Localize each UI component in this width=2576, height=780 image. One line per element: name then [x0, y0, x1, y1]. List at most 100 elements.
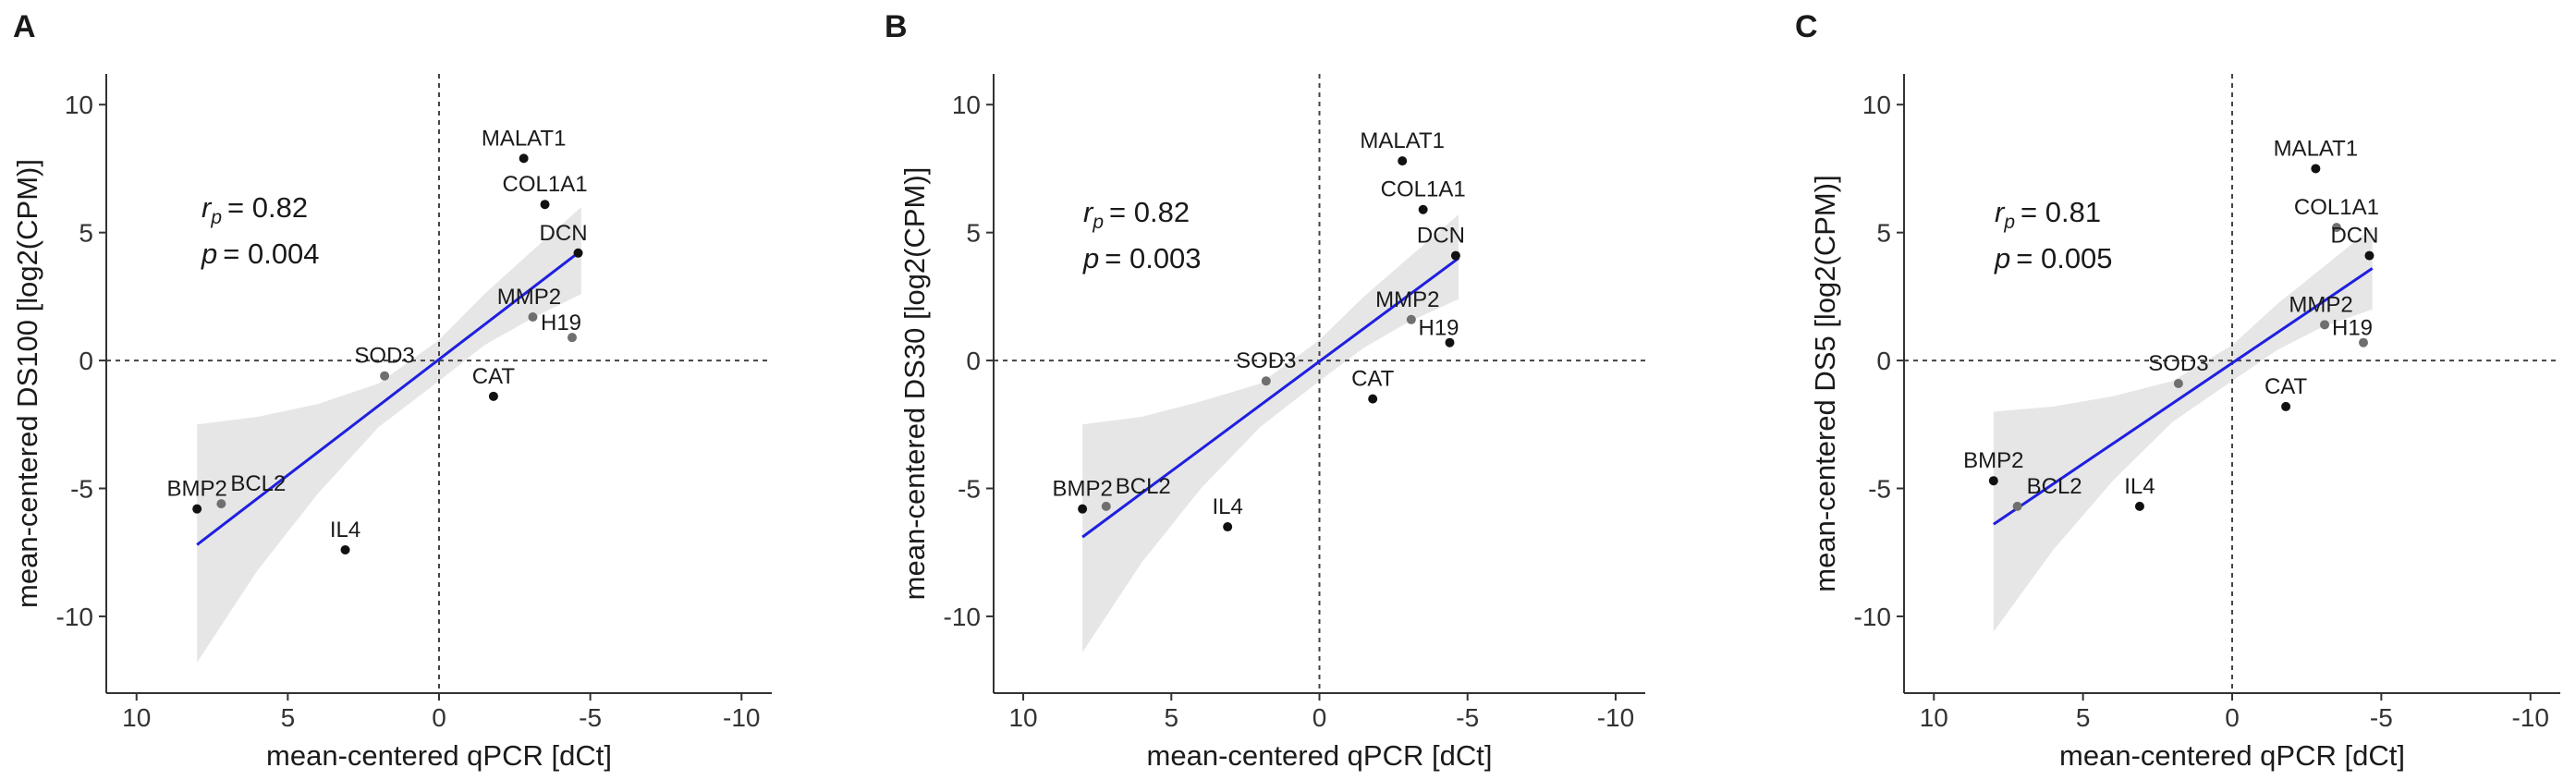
data-point-dcn [2364, 250, 2375, 261]
x-tick-label: -5 [579, 703, 602, 732]
x-tick-label: -5 [2370, 703, 2393, 732]
data-point-h19 [1445, 337, 1455, 347]
correlation-stats-c: rp = 0.81 p = 0.005 [1994, 196, 2113, 274]
y-tick-label: 10 [1862, 91, 1891, 119]
y-ticks-c: 10 5 0 -5 -10 [1854, 91, 1904, 631]
point-label-bcl2: BCL2 [2027, 474, 2082, 499]
y-axis-label-b: mean-centered DS30 [log2(CPM)] [898, 167, 931, 601]
data-point-sod3 [2173, 379, 2183, 388]
data-point-sod3 [380, 371, 390, 381]
data-point-il4 [1223, 522, 1233, 532]
p-symbol-a: p [201, 238, 217, 270]
point-label-dcn: DCN [540, 221, 588, 246]
panel-b: B 10 5 0 -5 -10 10 5 0 -5 -10 MALAT1 COL1A1 DCN MMP… [885, 9, 1645, 772]
point-label-cat: CAT [2265, 374, 2308, 399]
data-point-il4 [340, 544, 350, 555]
x-axis-label-a: mean-centered qPCR [dCt] [266, 739, 612, 772]
data-point-bcl2 [2012, 501, 2022, 511]
confidence-band-c [1993, 227, 2373, 632]
r-subscript-c: p [2003, 212, 2015, 233]
y-tick-label: -5 [958, 475, 981, 504]
y-tick-label: 5 [79, 219, 93, 248]
p-symbol-b: p [1082, 242, 1099, 274]
point-label-sod3: SOD3 [1236, 348, 1296, 373]
panel-letter-c: C [1795, 9, 1818, 44]
p-value-b: = 0.003 [1105, 242, 1201, 274]
point-label-bcl2: BCL2 [1116, 474, 1171, 499]
y-ticks-b: 10 5 0 -5 -10 [944, 91, 994, 631]
y-tick-label: 5 [966, 219, 981, 248]
x-tick-label: 10 [1008, 703, 1037, 732]
x-axis-label-b: mean-centered qPCR [dCt] [1147, 739, 1493, 772]
y-tick-label: -5 [70, 475, 93, 504]
data-point-cat [1368, 394, 1378, 404]
panel-letter-b: B [885, 9, 908, 44]
r-stat-c: rp = 0.81 [1995, 196, 2101, 233]
point-label-h19: H19 [1418, 316, 1459, 341]
data-point-h19 [2359, 337, 2368, 347]
point-label-bmp2: BMP2 [1052, 477, 1112, 502]
x-tick-label: -10 [1597, 703, 1634, 732]
data-point-cat [2281, 401, 2291, 411]
x-ticks-a: 10 5 0 -5 -10 [122, 693, 761, 732]
correlation-stats-a: rp = 0.82 p = 0.004 [201, 191, 320, 270]
panel-a: A 10 5 0 -5 -10 10 5 0 -5 -10 MALAT1 COL1A1 DCN MMP… [11, 9, 772, 772]
y-tick-label: 0 [79, 347, 93, 375]
point-label-cat: CAT [472, 364, 516, 389]
confidence-band-a [197, 207, 581, 663]
x-tick-label: 5 [281, 703, 296, 732]
x-tick-label: 10 [122, 703, 151, 732]
p-stat-c: p = 0.005 [1994, 242, 2113, 274]
y-tick-label: 5 [1876, 219, 1891, 248]
x-tick-label: 5 [2076, 703, 2091, 732]
y-tick-label: -5 [1868, 475, 1891, 504]
correlation-stats-b: rp = 0.82 p = 0.003 [1082, 196, 1202, 274]
data-point-mmp2 [2320, 320, 2330, 330]
r-symbol-c: r [1995, 196, 2006, 228]
data-point-bcl2 [216, 499, 226, 509]
r-value-a: = 0.82 [227, 191, 308, 224]
x-tick-label: -10 [723, 703, 760, 732]
point-label-h19: H19 [541, 311, 581, 335]
y-tick-label: 10 [65, 91, 93, 119]
y-axis-label-a: mean-centered DS100 [log2(CPM)] [11, 159, 43, 608]
data-point-mmp2 [528, 312, 538, 323]
data-point-dcn [573, 248, 583, 258]
y-tick-label: 10 [952, 91, 981, 119]
regression-line-a [196, 249, 582, 546]
x-tick-label: -5 [1456, 703, 1479, 732]
y-ticks-a: 10 5 0 -5 -10 [56, 91, 106, 631]
r-stat-b: rp = 0.82 [1083, 196, 1190, 233]
point-label-sod3: SOD3 [2148, 351, 2208, 376]
r-value-c: = 0.81 [2021, 196, 2101, 228]
data-point-sod3 [1261, 376, 1271, 386]
point-label-dcn: DCN [1417, 224, 1465, 249]
regression-line-c [1992, 267, 2374, 526]
x-tick-label: 10 [1920, 703, 1948, 732]
point-label-malat1: MALAT1 [1360, 128, 1445, 153]
x-tick-label: 0 [432, 703, 446, 732]
r-symbol-a: r [201, 191, 213, 224]
point-label-malat1: MALAT1 [482, 126, 567, 151]
point-label-mmp2: MMP2 [497, 285, 561, 310]
data-point-il4 [2134, 501, 2144, 511]
data-point-col1a1 [2331, 223, 2341, 233]
r-symbol-b: r [1083, 196, 1094, 228]
point-label-cat: CAT [1351, 367, 1395, 392]
x-axis-label-c: mean-centered qPCR [dCt] [2059, 739, 2405, 772]
y-tick-label: -10 [944, 603, 981, 631]
points-b: MALAT1 COL1A1 DCN MMP2 H19 SOD3 CAT BMP2 BCL2 IL4 [1052, 128, 1466, 532]
data-point-dcn [1450, 250, 1460, 261]
data-point-mmp2 [1406, 314, 1416, 324]
y-tick-label: -10 [1854, 603, 1891, 631]
r-stat-a: rp = 0.82 [201, 191, 308, 228]
point-label-sod3: SOD3 [354, 344, 414, 369]
point-label-dcn: DCN [2330, 224, 2378, 249]
p-value-c: = 0.005 [2016, 242, 2112, 274]
point-label-il4: IL4 [2124, 474, 2155, 499]
point-label-malat1: MALAT1 [2274, 136, 2359, 161]
y-tick-label: 0 [966, 347, 981, 375]
